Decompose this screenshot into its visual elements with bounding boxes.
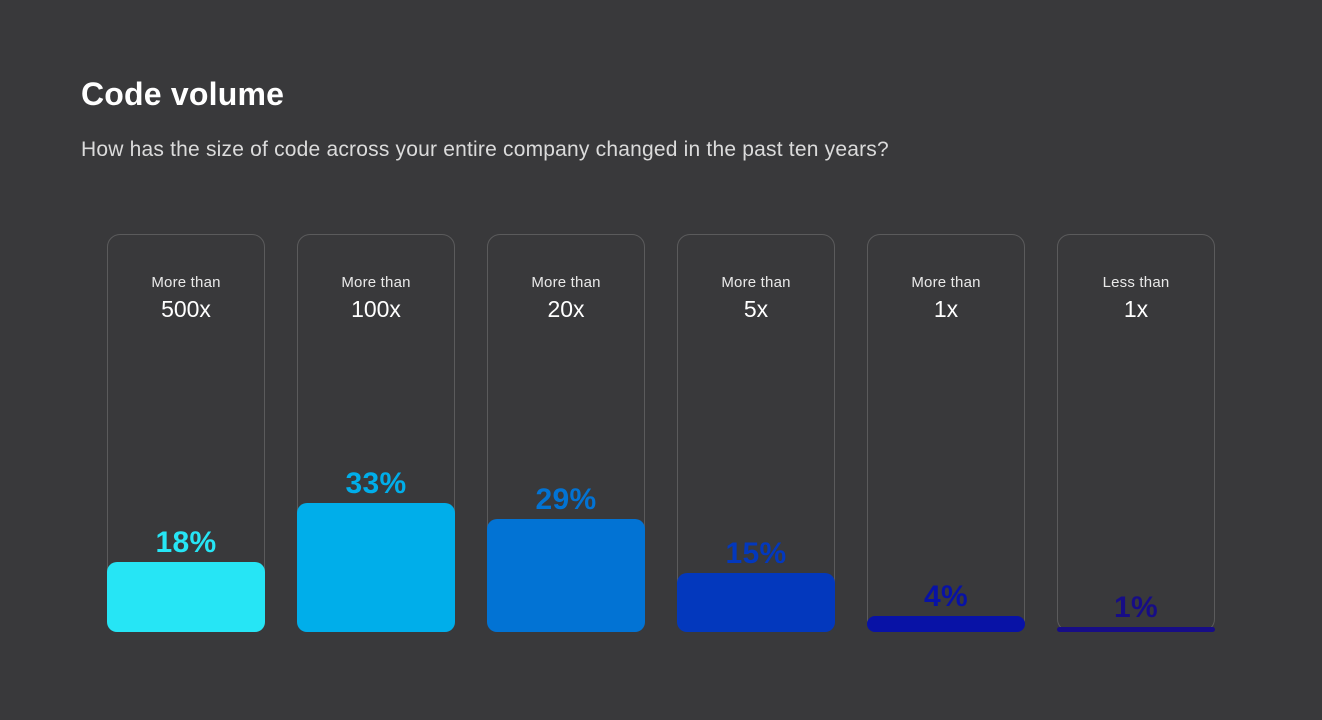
value-label: 33%: [345, 467, 407, 500]
value-label: 1%: [1114, 591, 1158, 624]
bar-fill: [1057, 627, 1215, 632]
category-qualifier: More than: [151, 274, 221, 291]
bar-chart: More than 500x 18% More than 100x 33% Mo…: [107, 234, 1215, 632]
value-label: 4%: [924, 580, 968, 613]
chart-header: Code volume How has the size of code acr…: [81, 76, 1241, 162]
category-multiplier: 5x: [743, 296, 769, 322]
bar-area: 15%: [677, 539, 835, 632]
category-label: More than 100x: [298, 274, 454, 323]
bar-column-more-than-100x: More than 100x 33%: [297, 234, 455, 632]
bar-area: 1%: [1057, 593, 1215, 632]
category-label: More than 20x: [488, 274, 644, 323]
page-title: Code volume: [81, 76, 285, 112]
bar-column-more-than-5x: More than 5x 15%: [677, 234, 835, 632]
category-label: Less than 1x: [1058, 274, 1214, 323]
category-label: More than 500x: [108, 274, 264, 323]
bar-fill: [677, 573, 835, 632]
category-multiplier: 500x: [161, 296, 211, 322]
category-qualifier: More than: [721, 274, 791, 291]
bar-area: 4%: [867, 582, 1025, 632]
value-label: 15%: [725, 537, 787, 570]
bar-fill: [107, 562, 265, 632]
bar-fill: [297, 503, 455, 632]
bar-area: 33%: [297, 469, 455, 632]
value-label: 29%: [535, 483, 597, 516]
bar-fill: [487, 519, 645, 632]
bar-column-more-than-1x: More than 1x 4%: [867, 234, 1025, 632]
bar-area: 18%: [107, 528, 265, 632]
category-qualifier: More than: [341, 274, 411, 291]
category-multiplier: 100x: [351, 296, 401, 322]
category-multiplier: 1x: [1123, 296, 1149, 322]
bar-column-less-than-1x: Less than 1x 1%: [1057, 234, 1215, 632]
category-label: More than 1x: [868, 274, 1024, 323]
category-qualifier: More than: [911, 274, 981, 291]
category-label: More than 5x: [678, 274, 834, 323]
chart-question-subtitle: How has the size of code across your ent…: [81, 138, 889, 161]
category-multiplier: 1x: [933, 296, 959, 322]
category-qualifier: More than: [531, 274, 601, 291]
bar-column-more-than-500x: More than 500x 18%: [107, 234, 265, 632]
category-multiplier: 20x: [547, 296, 585, 322]
value-label: 18%: [155, 526, 217, 559]
bar-area: 29%: [487, 485, 645, 632]
bar-fill: [867, 616, 1025, 632]
category-qualifier: Less than: [1102, 274, 1170, 291]
bar-column-more-than-20x: More than 20x 29%: [487, 234, 645, 632]
